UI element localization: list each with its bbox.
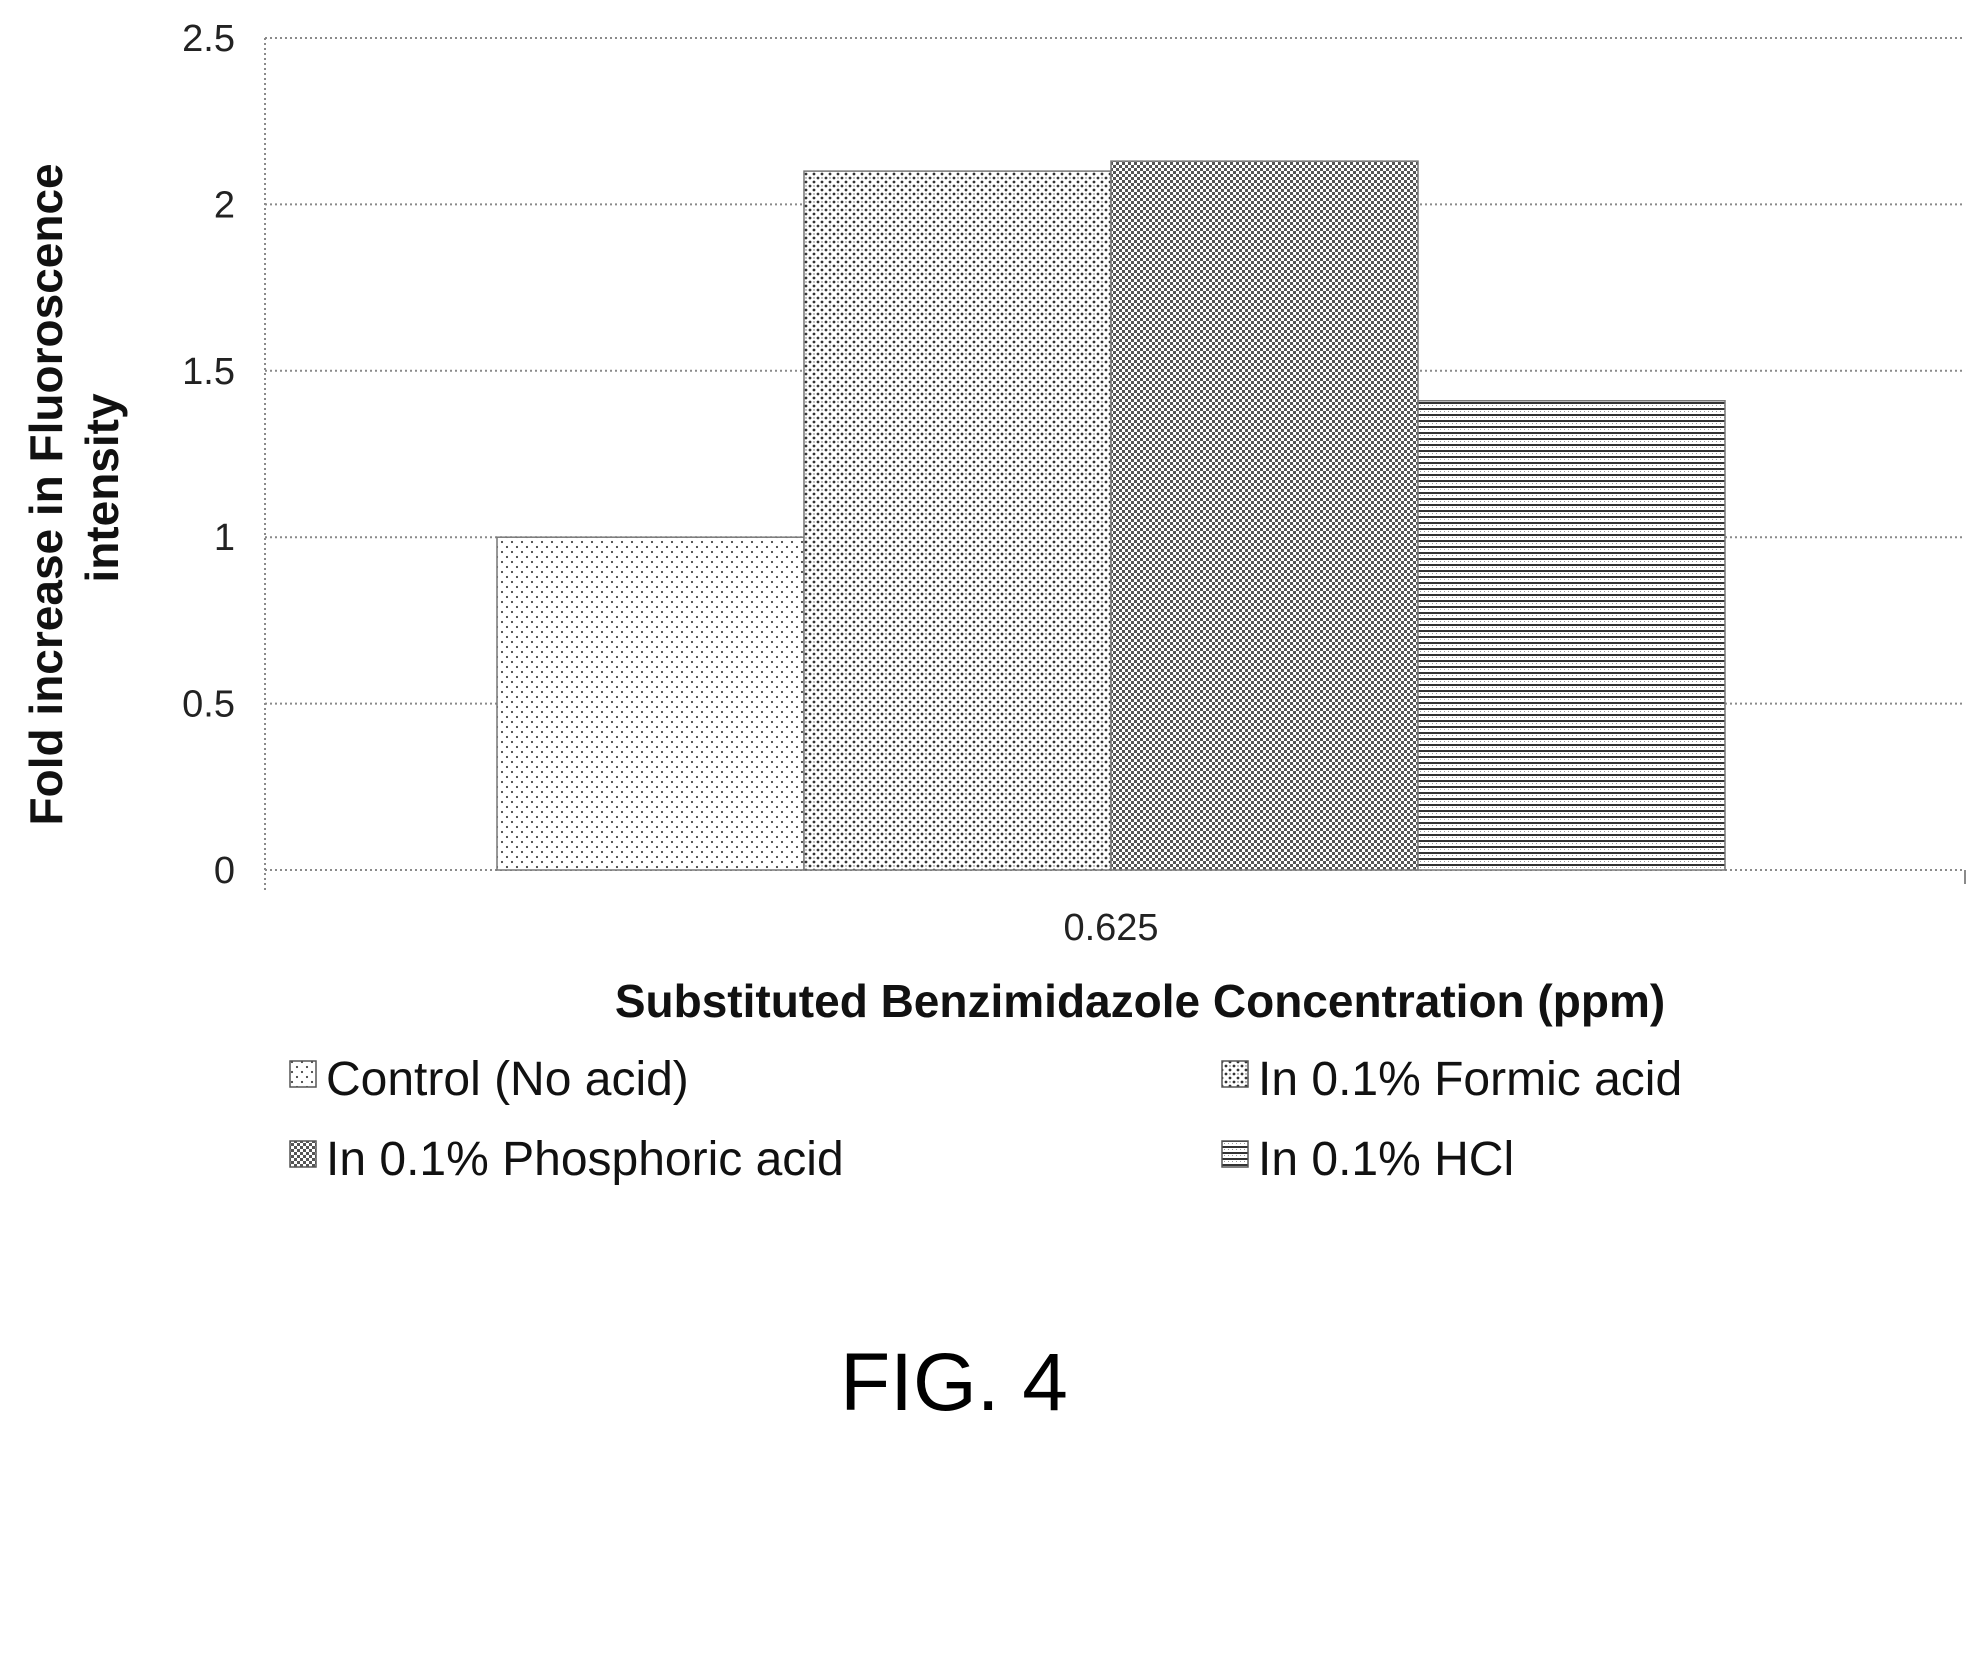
y-tick-label: 0: [214, 850, 235, 892]
y-tick-label: 1: [214, 517, 235, 559]
bar-4: [1417, 400, 1726, 871]
y-tick-label: 2: [214, 184, 235, 226]
x-tick-labels: 0.625: [1063, 907, 1158, 949]
y-tick-label: 1.5: [182, 351, 235, 393]
legend-swatch-1: [289, 1060, 317, 1088]
y-tick-label: 2.5: [182, 18, 235, 60]
bar-1: [496, 536, 805, 871]
legend-swatch-2: [1221, 1060, 1249, 1088]
legend: Control (No acid) In 0.1% Formic acid In 0…: [289, 1053, 1682, 1186]
figure-label: FIG. 4: [840, 1337, 1068, 1428]
legend-label-4: In 0.1% HCl: [1258, 1133, 1514, 1186]
y-axis-title: Fold increase in Fluoroscence intensity: [20, 151, 128, 826]
bar-3: [1110, 160, 1419, 871]
x-axis-title: Substituted Benzimidazole Concentration …: [615, 975, 1665, 1027]
legend-label-2: In 0.1% Formic acid: [1258, 1053, 1682, 1106]
legend-swatch-3: [289, 1140, 317, 1168]
y-axis-title-line-1: Fold increase in Fluoroscence: [20, 163, 72, 825]
axes: [264, 38, 1966, 890]
legend-label-3: In 0.1% Phosphoric acid: [326, 1133, 844, 1186]
bars: [496, 160, 1726, 871]
legend-label-1: Control (No acid): [326, 1053, 689, 1106]
x-tick-label: 0.625: [1063, 907, 1158, 949]
bar-2: [803, 170, 1112, 871]
legend-swatch-4: [1221, 1140, 1249, 1168]
y-tick-labels: 0 0.5 1 1.5 2 2.5: [182, 18, 235, 892]
y-tick-label: 0.5: [182, 684, 235, 726]
y-axis-title-line-2: intensity: [76, 393, 128, 583]
